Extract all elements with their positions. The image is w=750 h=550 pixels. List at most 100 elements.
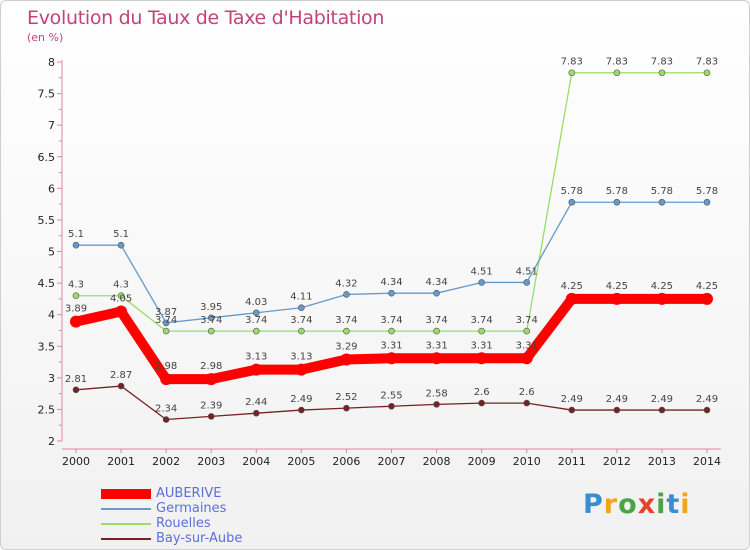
data-label: 2.44 [245, 397, 267, 408]
chart-axes: 2 2.5 3 3.5 4 4.5 5 5.5 6 6.5 7 7.5 8 2000 2001 2002 200… [38, 56, 721, 468]
x-tick-label: 2002 [152, 455, 180, 468]
legend-label: AUBERIVE [156, 486, 222, 501]
data-label: 4.51 [516, 266, 538, 277]
data-label: 3.95 [200, 302, 222, 313]
data-label: 2.6 [519, 387, 535, 398]
data-point [298, 327, 305, 335]
x-tick-label: 2006 [332, 455, 360, 468]
data-point [613, 406, 621, 414]
data-label: 3.29 [335, 342, 357, 353]
data-point [523, 327, 531, 335]
x-tick-label: 2009 [468, 455, 496, 468]
y-tick-label: 5 [48, 246, 55, 259]
data-point [162, 319, 170, 327]
data-label: 3.74 [516, 315, 538, 326]
x-tick-label: 2007 [378, 455, 406, 468]
data-label: 4.25 [696, 281, 718, 292]
data-label: 3.31 [471, 340, 493, 351]
data-label: 4.34 [425, 277, 447, 288]
data-point [523, 279, 531, 286]
data-label: 5.78 [696, 186, 718, 197]
y-tick-label: 4 [48, 309, 55, 322]
data-label: 4.51 [471, 266, 493, 277]
data-point [568, 69, 576, 77]
data-point [343, 327, 350, 335]
data-point [703, 69, 711, 77]
data-label: 3.74 [471, 315, 493, 326]
x-tick-label: 2008 [423, 455, 451, 468]
x-tick-label: 2010 [513, 455, 541, 468]
data-point [430, 352, 443, 365]
legend-item: Rouelles [101, 516, 301, 531]
data-label: 5.1 [68, 229, 84, 240]
data-point [703, 198, 711, 206]
data-point [252, 327, 260, 335]
data-point [162, 327, 170, 335]
data-point [568, 198, 576, 206]
data-label: 5.1 [113, 229, 129, 240]
data-label: 3.87 [155, 307, 177, 318]
x-tick-label: 2005 [287, 455, 315, 468]
data-label: 7.83 [651, 57, 673, 68]
data-label: 3.74 [200, 315, 222, 326]
data-label: 4.32 [335, 278, 357, 289]
data-point [388, 327, 395, 335]
data-label: 2.6 [474, 387, 490, 398]
data-label: 4.03 [245, 297, 267, 308]
data-point [433, 289, 440, 297]
data-label: 4.05 [110, 294, 132, 305]
data-label: 3.31 [425, 340, 447, 351]
data-label: 2.49 [696, 394, 718, 405]
data-label: 7.83 [696, 57, 718, 68]
data-point [613, 69, 621, 77]
data-label: 2.39 [200, 400, 222, 411]
data-point [568, 406, 576, 414]
data-label: 2.49 [561, 394, 583, 405]
data-point [343, 404, 350, 412]
data-point [475, 352, 488, 365]
data-label: 2.98 [155, 361, 177, 372]
data-point [343, 291, 350, 298]
data-point [478, 399, 485, 407]
legend-swatch [101, 522, 151, 525]
chart-title: Evolution du Taux de Taxe d'Habitation [27, 7, 385, 29]
data-point [703, 406, 711, 414]
data-label: 4.3 [68, 280, 84, 291]
data-point [340, 353, 353, 366]
data-point [295, 363, 308, 376]
x-tick-label: 2000 [62, 455, 90, 468]
data-point [298, 304, 305, 312]
legend-label: Germaines [156, 501, 227, 516]
legend-label: Rouelles [156, 516, 211, 531]
data-label: 3.13 [245, 352, 267, 363]
data-label: 3.13 [290, 352, 312, 363]
data-point [613, 198, 621, 206]
data-point [205, 373, 218, 386]
data-point [117, 382, 125, 390]
data-label: 3.89 [65, 304, 87, 315]
legend-swatch [101, 537, 151, 540]
y-tick-label: 7.5 [38, 88, 56, 101]
data-point [701, 292, 713, 305]
data-point [655, 292, 668, 305]
data-point [117, 292, 125, 300]
x-tick-label: 2003 [197, 455, 225, 468]
data-point [478, 279, 485, 286]
data-point [117, 241, 125, 249]
x-tick-label: 2004 [242, 455, 270, 468]
data-point [207, 314, 215, 322]
legend-swatch [101, 488, 151, 499]
data-label: 3.31 [516, 340, 538, 351]
data-label: 3.74 [155, 315, 177, 326]
data-point [72, 241, 80, 249]
data-label: 5.78 [561, 186, 583, 197]
data-label: 3.74 [380, 315, 402, 326]
data-label: 4.25 [651, 281, 673, 292]
y-tick-label: 6.5 [38, 151, 56, 164]
legend-label: Bay-sur-Aube [156, 531, 243, 546]
data-label: 4.25 [606, 281, 628, 292]
legend-item: AUBERIVE [101, 486, 301, 501]
data-point [433, 401, 440, 408]
data-point [433, 327, 440, 335]
